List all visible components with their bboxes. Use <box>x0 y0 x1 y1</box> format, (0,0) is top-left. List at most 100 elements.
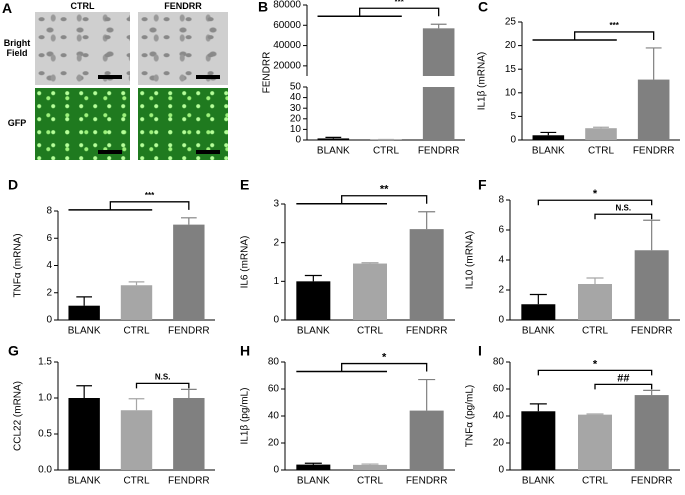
x-tick-label: FENDRR <box>631 326 673 337</box>
x-tick-label: BLANK <box>68 326 101 337</box>
error-bar <box>128 398 145 411</box>
error-bar <box>128 281 145 286</box>
error-bar <box>643 219 661 251</box>
y-tick-label: 0 <box>273 315 279 326</box>
y-tick-label: 1.0 <box>38 393 52 404</box>
bar <box>173 224 205 320</box>
bar <box>68 398 100 470</box>
y-tick-label: 5 <box>510 111 516 122</box>
error-bar <box>529 293 547 305</box>
panel-letter: A <box>2 0 13 16</box>
significance-label: N.S. <box>155 372 171 381</box>
y-tick-label: 0 <box>46 315 52 326</box>
microscopy-image <box>35 88 130 160</box>
bar <box>120 285 153 320</box>
bar <box>353 263 387 320</box>
y-axis-label: FENDRR <box>262 52 273 94</box>
y-tick-label: 60 <box>493 384 505 395</box>
y-tick-label: 8 <box>46 206 52 217</box>
x-tick-label: BLANK <box>68 476 101 487</box>
significance-bracket <box>109 201 190 210</box>
bar <box>317 138 350 140</box>
x-tick-label: BLANK <box>297 326 330 337</box>
y-tick-label: 40 <box>290 92 302 103</box>
significance-label: * <box>593 358 598 370</box>
x-tick-label: CTRL <box>357 476 384 487</box>
panel-letter: C <box>478 0 488 15</box>
error-bar <box>645 47 662 80</box>
error-bar <box>540 131 557 136</box>
x-tick-label: CTRL <box>123 326 150 337</box>
y-tick-label: 0 <box>295 135 301 146</box>
y-tick-label: 0 <box>498 465 504 476</box>
column-label: FENDRR <box>164 1 202 11</box>
error-bar <box>361 262 379 264</box>
bar <box>296 464 331 470</box>
y-axis-label: TNFα (pg/mL) <box>465 385 476 447</box>
y-tick-label: 1.5 <box>38 357 52 368</box>
y-tick-label: 0 <box>498 315 504 326</box>
bar <box>409 229 444 320</box>
significance-bracket <box>359 7 440 17</box>
significance-label: *** <box>609 21 619 30</box>
x-tick-label: CTRL <box>582 326 609 337</box>
y-tick-label: 20 <box>290 113 302 124</box>
significance-label: * <box>382 351 387 363</box>
panel-letter: G <box>8 343 19 359</box>
bar <box>578 414 612 470</box>
y-axis-label: IL1β (mRNA) <box>477 52 488 111</box>
error-bar <box>593 126 609 129</box>
y-axis-label: TNFα (mRNA) <box>13 233 24 297</box>
significance-label: * <box>593 188 598 200</box>
error-bar <box>418 378 436 411</box>
row-label: GFP <box>7 118 27 128</box>
x-tick-label: CTRL <box>357 326 384 337</box>
error-bar <box>529 403 547 412</box>
scale-bar <box>98 150 122 154</box>
y-tick-label: 10 <box>505 87 517 98</box>
y-tick-label: 40 <box>493 411 505 422</box>
panel-letter: F <box>478 177 487 193</box>
y-tick-label: 80000 <box>273 0 301 11</box>
y-tick-label: 1 <box>273 276 279 287</box>
y-tick-label: 20 <box>268 438 280 449</box>
significance-label: *** <box>394 0 404 6</box>
significance-bracket <box>594 383 653 390</box>
bar <box>637 79 670 140</box>
y-tick-label: 0 <box>510 135 516 146</box>
error-bar <box>586 413 604 415</box>
significance-label: ## <box>617 372 629 384</box>
bar <box>585 128 617 140</box>
x-tick-label: CTRL <box>588 146 615 157</box>
error-bar <box>586 277 604 284</box>
x-tick-label: BLANK <box>317 146 350 157</box>
y-tick-label: 40 <box>268 411 280 422</box>
bar <box>521 411 556 470</box>
microscopy-image <box>138 12 228 85</box>
bar <box>422 28 455 76</box>
y-tick-label: 8 <box>498 195 504 206</box>
x-tick-label: CTRL <box>373 146 400 157</box>
panel-letter: E <box>240 177 249 193</box>
bar <box>353 464 387 470</box>
panel-letter: D <box>8 177 18 193</box>
y-tick-label: 40000 <box>273 40 301 51</box>
significance-bracket <box>537 369 653 376</box>
error-bar <box>304 462 322 465</box>
significance-label: *** <box>145 191 155 200</box>
bar <box>68 305 100 320</box>
y-tick-label: 4 <box>46 260 52 271</box>
y-tick-label: 10 <box>290 124 302 135</box>
error-bar <box>418 211 436 230</box>
y-tick-label: 3 <box>273 199 279 210</box>
bar <box>422 87 455 140</box>
significance-bracket <box>341 195 428 204</box>
bar <box>296 281 331 320</box>
error-bar <box>361 463 379 465</box>
error-bar <box>325 136 342 139</box>
y-tick-label: 50 <box>290 82 302 93</box>
y-tick-label: 2 <box>498 285 504 296</box>
scale-bar <box>196 150 220 154</box>
